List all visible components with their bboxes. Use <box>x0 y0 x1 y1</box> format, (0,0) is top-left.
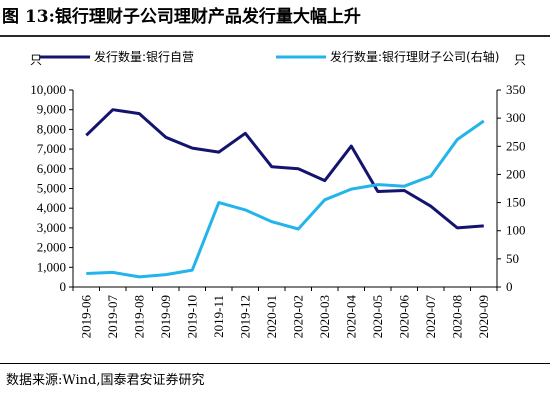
series-line-2 <box>86 119 485 279</box>
x-tick-label: 2019-06 <box>78 295 93 339</box>
right-axis-ticks: 0 50 100 150 200 250 300 350 <box>497 82 526 294</box>
left-tick-label: 9,000 <box>37 102 66 117</box>
data-source: 数据来源:Wind,国泰君安证券研究 <box>6 373 205 388</box>
line-chart: 0 1,000 2,000 3,000 4,000 5,000 6,000 7,000 8,00… <box>30 49 526 339</box>
left-tick-label: 2,000 <box>37 240 66 255</box>
left-tick-label: 0 <box>60 279 67 294</box>
title-divider <box>0 35 550 37</box>
x-axis-ticks: 2019-06 2019-07 2019-08 2019-09 2019-10 2019-… <box>72 287 498 339</box>
x-tick-label: 2019-10 <box>184 295 199 338</box>
x-tick-label: 2019-08 <box>131 295 146 338</box>
x-tick-label: 2019-07 <box>105 295 120 339</box>
left-tick-label: 4,000 <box>37 200 66 215</box>
left-tick-label: 8,000 <box>37 121 66 136</box>
figure-title: 图 13:银行理财子公司理财产品发行量大幅上升 <box>2 7 361 27</box>
left-tick-label: 1,000 <box>37 259 66 274</box>
x-tick-label: 2020-06 <box>396 295 411 339</box>
chart-legend: 发行数量:银行自营 发行数量:银行理财子公司(右轴) <box>40 49 499 64</box>
series-lines <box>85 108 485 279</box>
left-tick-label: 5,000 <box>37 181 66 196</box>
right-tick-label: 350 <box>506 82 526 97</box>
left-tick-label: 3,000 <box>37 220 66 235</box>
right-tick-label: 200 <box>506 166 526 181</box>
x-tick-label: 2020-07 <box>423 295 438 339</box>
x-tick-label: 2020-03 <box>317 295 332 338</box>
right-tick-label: 100 <box>506 223 526 238</box>
left-tick-label: 6,000 <box>37 161 66 176</box>
right-axis-unit: 只 <box>514 53 526 67</box>
right-tick-label: 150 <box>506 195 526 210</box>
left-axis-ticks: 0 1,000 2,000 3,000 4,000 5,000 6,000 7,000 8,00… <box>30 82 73 294</box>
x-tick-label: 2020-05 <box>370 295 385 338</box>
right-tick-label: 50 <box>506 251 519 266</box>
legend-label-1: 发行数量:银行自营 <box>94 49 194 64</box>
right-tick-label: 300 <box>506 110 526 125</box>
left-tick-label: 10,000 <box>30 82 66 97</box>
x-tick-label: 2019-09 <box>158 295 173 338</box>
right-tick-label: 250 <box>506 138 526 153</box>
footer-divider <box>0 363 550 364</box>
x-tick-label: 2020-01 <box>264 295 279 338</box>
left-axis-unit: 只 <box>30 53 42 67</box>
legend-label-2: 发行数量:银行理财子公司(右轴) <box>330 49 499 64</box>
series-line-1 <box>85 108 484 230</box>
chart-axes <box>72 90 498 288</box>
x-tick-label: 2019-11 <box>211 295 226 338</box>
x-tick-label: 2019-12 <box>237 295 252 338</box>
left-tick-label: 7,000 <box>37 141 66 156</box>
x-tick-label: 2020-09 <box>476 295 491 338</box>
x-tick-label: 2020-02 <box>290 295 305 338</box>
right-tick-label: 0 <box>506 279 513 294</box>
x-tick-label: 2020-04 <box>343 295 358 339</box>
x-tick-label: 2020-08 <box>449 295 464 338</box>
